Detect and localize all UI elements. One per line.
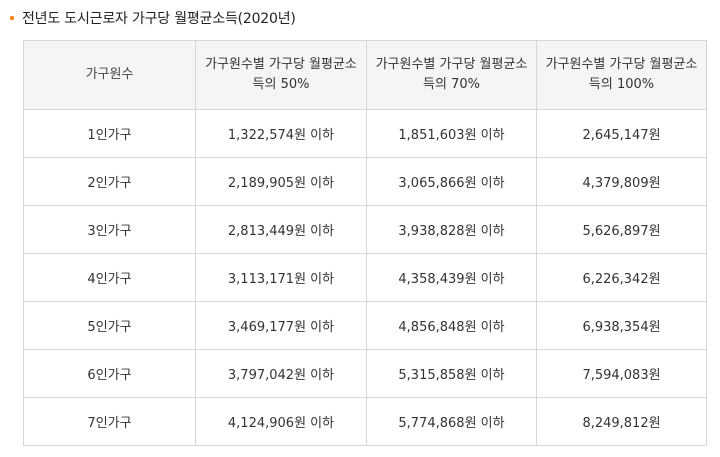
income-50-cell: 3,469,177원 이하 — [195, 301, 367, 350]
household-size-cell: 5인가구 — [23, 301, 196, 350]
header-line: 가구원수 — [85, 67, 134, 82]
table-row: 5인가구 3,469,177원 이하 4,856,848원 이하 6,938,3… — [23, 301, 707, 350]
income-50-cell: 3,113,171원 이하 — [195, 253, 367, 302]
income-70-cell: 5,774,868원 이하 — [366, 397, 537, 446]
table-row: 3인가구 2,813,449원 이하 3,938,828원 이하 5,626,8… — [23, 205, 707, 254]
income-100-cell: 5,626,897원 — [536, 205, 707, 254]
income-70-cell: 1,851,603원 이하 — [366, 109, 537, 158]
section-title: 전년도 도시근로자 가구당 월평균소득(2020년) — [10, 8, 296, 28]
table-row: 2인가구 2,189,905원 이하 3,065,866원 이하 4,379,8… — [23, 157, 707, 206]
header-household-size: 가구원수 — [23, 40, 196, 110]
header-line: 득의 100% — [588, 77, 655, 92]
household-size-cell: 7인가구 — [23, 397, 196, 446]
table-header-row: 가구원수 가구원수별 가구당 월평균소 득의 50% 가구원수별 가구당 월평균… — [23, 40, 707, 110]
income-table: 가구원수 가구원수별 가구당 월평균소 득의 50% 가구원수별 가구당 월평균… — [23, 40, 707, 446]
header-line: 가구원수별 가구당 월평균소 — [375, 57, 528, 72]
income-100-cell: 8,249,812원 — [536, 397, 707, 446]
header-line: 가구원수별 가구당 월평균소 — [545, 57, 698, 72]
household-size-cell: 3인가구 — [23, 205, 196, 254]
income-50-cell: 2,813,449원 이하 — [195, 205, 367, 254]
table-row: 4인가구 3,113,171원 이하 4,358,439원 이하 6,226,3… — [23, 253, 707, 302]
income-70-cell: 5,315,858원 이하 — [366, 349, 537, 398]
income-70-cell: 4,856,848원 이하 — [366, 301, 537, 350]
income-50-cell: 4,124,906원 이하 — [195, 397, 367, 446]
page-title: 전년도 도시근로자 가구당 월평균소득(2020년) — [22, 11, 296, 27]
household-size-cell: 6인가구 — [23, 349, 196, 398]
table-row: 1인가구 1,322,574원 이하 1,851,603원 이하 2,645,1… — [23, 109, 707, 158]
header-50-percent: 가구원수별 가구당 월평균소 득의 50% — [195, 40, 367, 110]
header-line: 가구원수별 가구당 월평균소 — [205, 57, 357, 72]
income-100-cell: 7,594,083원 — [536, 349, 707, 398]
income-50-cell: 1,322,574원 이하 — [195, 109, 367, 158]
income-70-cell: 4,358,439원 이하 — [366, 253, 537, 302]
household-size-cell: 4인가구 — [23, 253, 196, 302]
table-row: 6인가구 3,797,042원 이하 5,315,858원 이하 7,594,0… — [23, 349, 707, 398]
income-100-cell: 6,226,342원 — [536, 253, 707, 302]
income-100-cell: 6,938,354원 — [536, 301, 707, 350]
income-70-cell: 3,938,828원 이하 — [366, 205, 537, 254]
income-50-cell: 2,189,905원 이하 — [195, 157, 367, 206]
header-70-percent: 가구원수별 가구당 월평균소 득의 70% — [366, 40, 537, 110]
header-100-percent: 가구원수별 가구당 월평균소 득의 100% — [536, 40, 707, 110]
header-line: 득의 70% — [423, 77, 480, 92]
income-70-cell: 3,065,866원 이하 — [366, 157, 537, 206]
income-50-cell: 3,797,042원 이하 — [195, 349, 367, 398]
income-100-cell: 4,379,809원 — [536, 157, 707, 206]
household-size-cell: 2인가구 — [23, 157, 196, 206]
header-line: 득의 50% — [252, 77, 310, 92]
household-size-cell: 1인가구 — [23, 109, 196, 158]
table-row: 7인가구 4,124,906원 이하 5,774,868원 이하 8,249,8… — [23, 397, 707, 446]
bullet-icon — [10, 16, 14, 20]
income-100-cell: 2,645,147원 — [536, 109, 707, 158]
